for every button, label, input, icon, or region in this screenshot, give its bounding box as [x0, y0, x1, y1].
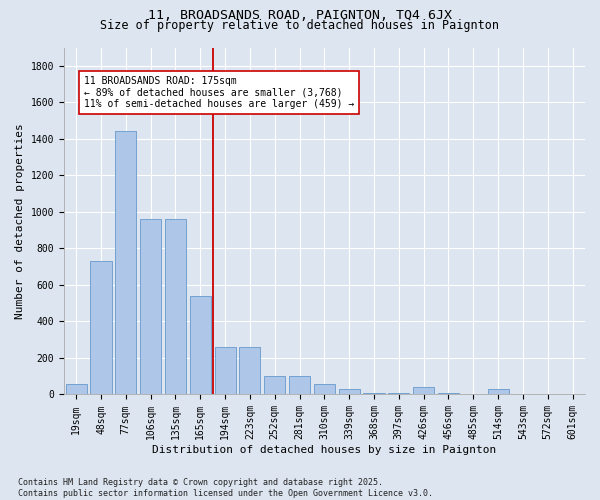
Bar — [413, 387, 434, 394]
Text: Contains HM Land Registry data © Crown copyright and database right 2025.
Contai: Contains HM Land Registry data © Crown c… — [18, 478, 433, 498]
Bar — [264, 376, 285, 394]
Bar — [438, 392, 459, 394]
Bar — [338, 389, 360, 394]
Bar — [289, 376, 310, 394]
Bar — [165, 219, 186, 394]
Bar — [364, 392, 385, 394]
Bar — [190, 296, 211, 394]
X-axis label: Distribution of detached houses by size in Paignton: Distribution of detached houses by size … — [152, 445, 497, 455]
Bar — [239, 347, 260, 395]
Bar — [140, 219, 161, 394]
Text: 11 BROADSANDS ROAD: 175sqm
← 89% of detached houses are smaller (3,768)
11% of s: 11 BROADSANDS ROAD: 175sqm ← 89% of deta… — [83, 76, 354, 109]
Bar — [115, 130, 136, 394]
Bar — [314, 384, 335, 394]
Y-axis label: Number of detached properties: Number of detached properties — [15, 123, 25, 319]
Text: Size of property relative to detached houses in Paignton: Size of property relative to detached ho… — [101, 18, 499, 32]
Bar — [488, 390, 509, 394]
Bar — [65, 384, 87, 394]
Text: 11, BROADSANDS ROAD, PAIGNTON, TQ4 6JX: 11, BROADSANDS ROAD, PAIGNTON, TQ4 6JX — [148, 9, 452, 22]
Bar — [215, 347, 236, 395]
Bar — [388, 392, 409, 394]
Bar — [91, 261, 112, 394]
